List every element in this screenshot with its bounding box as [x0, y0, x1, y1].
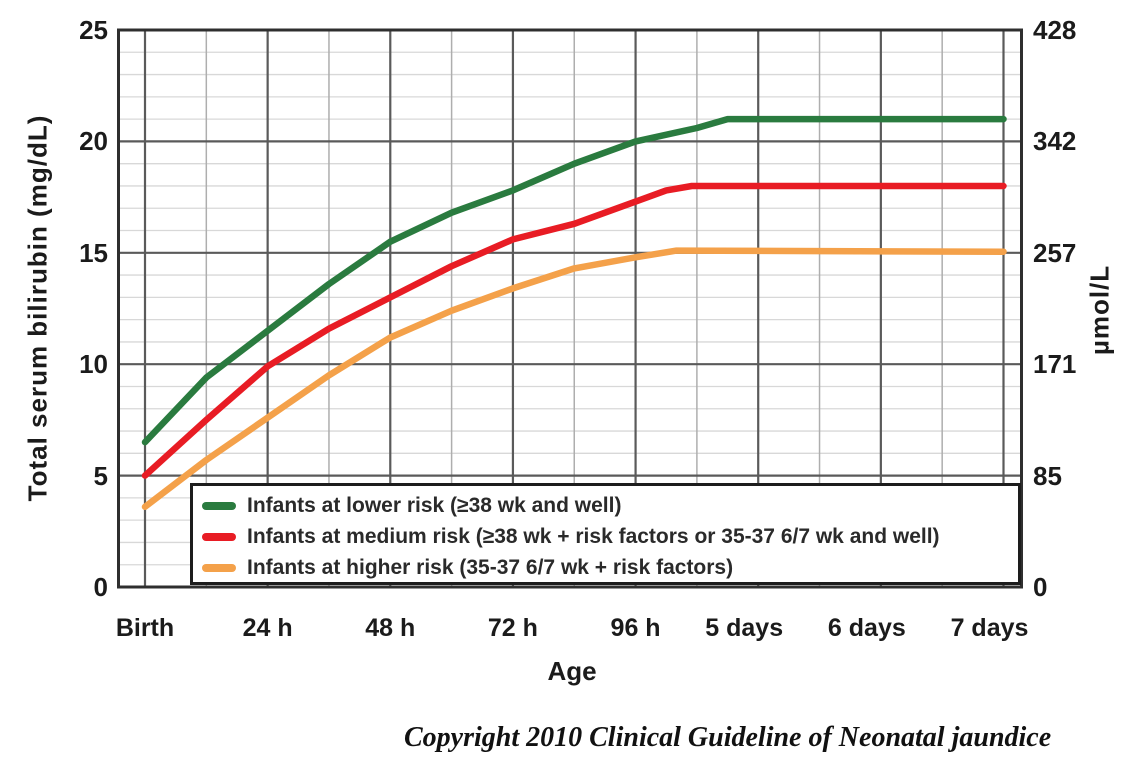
x-axis-tick-label: 24 h [242, 614, 293, 642]
x-axis-tick-label: Birth [115, 614, 175, 642]
copyright-text: Copyright 2010 Clinical Guideline of Neo… [404, 722, 1052, 753]
y-axis-tick-label-right: 0 [1033, 572, 1048, 602]
x-axis-tick-label: 96 h [610, 614, 661, 642]
medium-risk-curve [141, 182, 1007, 479]
legend-label: Infants at lower risk (≥38 wk and well) [247, 493, 622, 517]
x-axis-tick-label: 48 h [365, 614, 416, 642]
x-axis-tick-label: 7 days [950, 614, 1029, 642]
y-axis-tick-label-right: 85 [1033, 460, 1062, 491]
y-axis-tick-label-left: 10 [79, 349, 108, 380]
legend-swatch-icon [202, 563, 236, 572]
lower-risk-curve [141, 115, 1007, 446]
x-axis-tick-label: 72 h [487, 614, 538, 642]
y-axis-tick-label-left: 5 [93, 460, 108, 491]
y-axis-title-left: Total serum bilirubin (mg/dL) [22, 114, 53, 502]
y-axis-tick-label-right: 171 [1033, 349, 1077, 380]
x-axis-tick-label: 5 days [705, 614, 784, 642]
legend-box: Infants at lower risk (≥38 wk and well) I… [190, 483, 1021, 585]
y-axis-tick-label-right: 257 [1033, 237, 1077, 268]
legend-label: Infants at higher risk (35-37 6/7 wk + r… [247, 555, 734, 579]
plot-border [117, 28, 1023, 589]
y-axis-tick-label-left: 20 [79, 126, 108, 157]
legend-row: Infants at lower risk (≥38 wk and well) [193, 490, 1018, 521]
y-axis-tick-label-left: 25 [79, 15, 108, 45]
higher-risk-curve [141, 247, 1007, 511]
x-axis-title: Age [547, 656, 597, 686]
legend-swatch-icon [202, 501, 236, 510]
y-axis-title-right: µmol/L [1084, 264, 1115, 356]
legend-label: Infants at medium risk (≥38 wk + risk fa… [247, 524, 940, 548]
y-axis-tick-label-right: 342 [1033, 126, 1077, 157]
y-axis-tick-label-right: 428 [1033, 15, 1077, 45]
y-axis-tick-label-left: 0 [93, 572, 108, 602]
legend-row: Infants at higher risk (35-37 6/7 wk + r… [193, 552, 1018, 583]
legend-swatch-icon [202, 532, 236, 541]
y-axis-tick-label-left: 15 [79, 237, 108, 268]
x-axis-tick-label: 6 days [827, 614, 906, 642]
legend-row: Infants at medium risk (≥38 wk + risk fa… [193, 521, 1018, 552]
